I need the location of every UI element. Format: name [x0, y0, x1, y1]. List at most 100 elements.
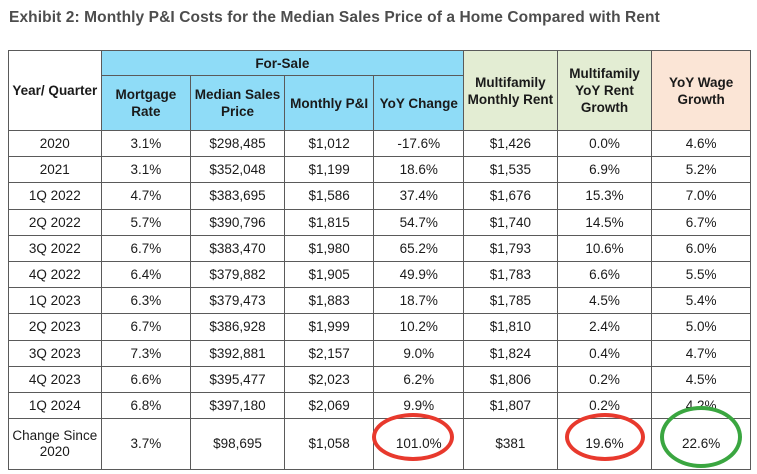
cell-mortgage-rate: 6.8%	[100, 391, 192, 420]
table-row: 2021 3.1% $352,048 $1,199 18.6% $1,535 6.9% 5.2…	[8, 156, 751, 184]
cell-wage-growth: 4.7%	[651, 339, 751, 367]
cell-mortgage-rate: 6.4%	[100, 260, 192, 289]
cell-wage-growth: 4.5%	[651, 365, 751, 393]
cell-mortgage-rate: 6.6%	[100, 365, 192, 393]
cell-mortgage-rate: 3.1%	[100, 156, 192, 184]
cell-yoy-change: 10.2%	[373, 313, 465, 341]
cell-monthly-pi: $1,980	[283, 234, 375, 262]
cell-period: 2Q 2023	[8, 313, 102, 341]
cell-median-price: $298,485	[190, 129, 285, 158]
cell-mf-rent-growth: 4.5%	[556, 287, 653, 315]
cell-mf-rent: $1,785	[463, 287, 558, 315]
table-row: 3Q 2023 7.3% $392,881 $2,157 9.0% $1,824 0.4% 4…	[8, 339, 751, 367]
cell-monthly-pi: $1,815	[283, 208, 375, 236]
cell-mf-rent-growth: 0.0%	[556, 129, 653, 158]
cell-wage-growth: 5.0%	[651, 313, 751, 341]
cell-mf-rent: $1,783	[463, 260, 558, 289]
cell-period: 1Q 2024	[8, 391, 102, 420]
cell-monthly-pi: $1,999	[283, 313, 375, 341]
cell-period: 4Q 2023	[8, 365, 102, 393]
cell-yoy-change: 65.2%	[373, 234, 465, 262]
cell-wage-growth: 5.4%	[651, 287, 751, 315]
cell-mf-rent-growth: 14.5%	[556, 208, 653, 236]
cell-yoy-change: 18.7%	[373, 287, 465, 315]
cell-change-median-price: $98,695	[190, 418, 285, 471]
cell-mf-rent: $1,810	[463, 313, 558, 341]
cell-median-price: $392,881	[190, 339, 285, 367]
costs-vs-rent-table: Year/ Quarter For-Sale Multifamily Month…	[8, 50, 751, 471]
header-for-sale-group: For-Sale	[100, 50, 465, 76]
cell-mf-rent-growth: 2.4%	[556, 313, 653, 341]
table-row: 3Q 2022 6.7% $383,470 $1,980 65.2% $1,793 10.6…	[8, 234, 751, 262]
cell-mortgage-rate: 3.1%	[100, 129, 192, 158]
cell-change-monthly-pi: $1,058	[283, 418, 375, 471]
highlight-circle-wage-growth	[660, 406, 742, 468]
cell-yoy-change: 9.0%	[373, 339, 465, 367]
header-mf-monthly-rent: Multifamily Monthly Rent	[463, 50, 558, 131]
cell-mf-rent-growth: 6.9%	[556, 156, 653, 184]
cell-period: 1Q 2022	[8, 182, 102, 210]
table-row: 1Q 2024 6.8% $397,180 $2,069 9.9% $1,807 0.2% 4…	[8, 391, 751, 420]
table-row: 4Q 2022 6.4% $379,882 $1,905 49.9% $1,783 6.6%…	[8, 260, 751, 289]
cell-median-price: $383,470	[190, 234, 285, 262]
cell-mf-rent: $1,824	[463, 339, 558, 367]
cell-period: 1Q 2023	[8, 287, 102, 315]
cell-median-price: $397,180	[190, 391, 285, 420]
table-row: 2020 3.1% $298,485 $1,012 -17.6% $1,426 0.0% 4.…	[8, 129, 751, 158]
cell-change-label: Change Since 2020	[8, 418, 102, 471]
cell-median-price: $383,695	[190, 182, 285, 210]
cell-wage-growth: 5.5%	[651, 260, 751, 289]
cell-mf-rent-growth: 10.6%	[556, 234, 653, 262]
cell-median-price: $395,477	[190, 365, 285, 393]
cell-wage-growth: 6.0%	[651, 234, 751, 262]
cell-mf-rent: $1,807	[463, 391, 558, 420]
header-yoy-change: YoY Change	[373, 75, 465, 131]
cell-monthly-pi: $1,883	[283, 287, 375, 315]
cell-mf-rent-growth: 0.4%	[556, 339, 653, 367]
cell-change-mf-rent: $381	[463, 418, 558, 471]
cell-yoy-change: 6.2%	[373, 365, 465, 393]
cell-mf-rent: $1,535	[463, 156, 558, 184]
cell-median-price: $352,048	[190, 156, 285, 184]
cell-period: 2020	[8, 129, 102, 158]
cell-mortgage-rate: 5.7%	[100, 208, 192, 236]
cell-mf-rent: $1,740	[463, 208, 558, 236]
header-median-sales-price: Median Sales Price	[190, 75, 285, 131]
cell-median-price: $379,882	[190, 260, 285, 289]
header-yoy-wage-growth: YoY Wage Growth	[651, 50, 751, 131]
header-mortgage-rate: Mortgage Rate	[100, 75, 192, 131]
cell-yoy-change: 49.9%	[373, 260, 465, 289]
cell-yoy-change: 37.4%	[373, 182, 465, 210]
cell-wage-growth: 6.7%	[651, 208, 751, 236]
cell-wage-growth: 7.0%	[651, 182, 751, 210]
cell-median-price: $386,928	[190, 313, 285, 341]
cell-mf-rent-growth: 6.6%	[556, 260, 653, 289]
cell-period: 3Q 2022	[8, 234, 102, 262]
header-mf-yoy-rent-growth: Multifamily YoY Rent Growth	[556, 50, 653, 131]
table-row: 1Q 2022 4.7% $383,695 $1,586 37.4% $1,676 15.3…	[8, 182, 751, 210]
header-year-quarter: Year/ Quarter	[8, 50, 102, 131]
cell-mortgage-rate: 4.7%	[100, 182, 192, 210]
cell-mf-rent: $1,806	[463, 365, 558, 393]
cell-monthly-pi: $1,905	[283, 260, 375, 289]
cell-yoy-change: 18.6%	[373, 156, 465, 184]
table-row: 1Q 2023 6.3% $379,473 $1,883 18.7% $1,785 4.5%…	[8, 287, 751, 315]
cell-change-mortgage-rate: 3.7%	[100, 418, 192, 471]
cell-median-price: $390,796	[190, 208, 285, 236]
cell-mf-rent-growth: 0.2%	[556, 365, 653, 393]
cell-monthly-pi: $1,012	[283, 129, 375, 158]
cell-monthly-pi: $1,199	[283, 156, 375, 184]
table-row: 4Q 2023 6.6% $395,477 $2,023 6.2% $1,806 0.2% 4…	[8, 365, 751, 393]
cell-wage-growth: 4.6%	[651, 129, 751, 158]
cell-mf-rent: $1,793	[463, 234, 558, 262]
cell-period: 3Q 2023	[8, 339, 102, 367]
cell-monthly-pi: $2,023	[283, 365, 375, 393]
highlight-circle-pi-change	[372, 413, 454, 461]
cell-mortgage-rate: 7.3%	[100, 339, 192, 367]
cell-mortgage-rate: 6.3%	[100, 287, 192, 315]
cell-mf-rent-growth: 15.3%	[556, 182, 653, 210]
cell-monthly-pi: $1,586	[283, 182, 375, 210]
cell-median-price: $379,473	[190, 287, 285, 315]
cell-yoy-change: 54.7%	[373, 208, 465, 236]
cell-mortgage-rate: 6.7%	[100, 313, 192, 341]
